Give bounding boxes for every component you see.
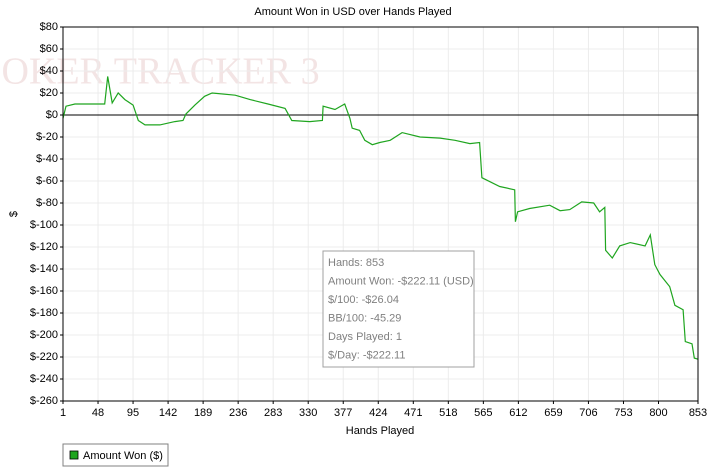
x-tick-label: 189: [194, 407, 212, 419]
info-line: $/Day: -$222.11: [328, 349, 405, 361]
legend-frame: [62, 443, 169, 467]
info-line: Hands: 853: [328, 257, 384, 269]
data-line: [62, 76, 699, 360]
y-tick-label: $-60: [36, 175, 58, 187]
x-tick-label: 48: [92, 407, 104, 419]
legend-swatch: [69, 450, 79, 460]
x-tick-label: 1: [60, 407, 66, 419]
y-tick-label: $20: [40, 87, 58, 99]
y-tick-label: $-160: [30, 285, 58, 297]
x-tick-label: 377: [334, 407, 352, 419]
y-tick-label: $-200: [30, 329, 58, 341]
info-line: Days Played: 1: [328, 331, 402, 343]
y-tick-label: $60: [40, 43, 58, 55]
x-tick-label: 330: [299, 407, 317, 419]
x-tick-label: 142: [159, 407, 177, 419]
x-tick-label: 565: [474, 407, 492, 419]
plot-frame: [62, 26, 699, 402]
x-tick-label: 706: [579, 407, 597, 419]
x-tick-label: 612: [509, 407, 527, 419]
x-axis-label: Hands Played: [346, 425, 415, 437]
watermark: POKER TRACKER 3: [0, 51, 320, 93]
x-tick-label: 853: [689, 407, 707, 419]
y-tick-label: $-100: [30, 219, 58, 231]
x-tick-label: 95: [127, 407, 139, 419]
legend: Amount Won ($): [62, 443, 169, 467]
y-tick-label: $0: [46, 109, 58, 121]
y-tick-label: $40: [40, 65, 58, 77]
x-tick-label: 236: [229, 407, 247, 419]
y-tick-label: $-180: [30, 307, 58, 319]
x-tick-label: 471: [404, 407, 422, 419]
x-tick-label: 659: [544, 407, 562, 419]
y-tick-label: $-40: [36, 153, 58, 165]
y-tick-label: $-260: [30, 395, 58, 407]
info-line: BB/100: -45.29: [328, 312, 401, 324]
info-box: Hands: 853 Amount Won: -$222.11 (USD) $/10…: [322, 250, 475, 368]
x-tick-label: 753: [614, 407, 632, 419]
chart-title: Amount Won in USD over Hands Played: [254, 6, 451, 18]
x-tick-label: 283: [264, 407, 282, 419]
y-tick-label: $-20: [36, 131, 58, 143]
y-tick-label: $-80: [36, 197, 58, 209]
y-tick-label: $-220: [30, 351, 58, 363]
x-tick-label: 800: [649, 407, 667, 419]
x-tick-label: 424: [369, 407, 387, 419]
y-tick-label: $80: [40, 21, 58, 33]
info-box-frame: [322, 250, 475, 368]
y-tick-label: $-140: [30, 263, 58, 275]
info-line: Amount Won: -$222.11 (USD): [328, 275, 474, 287]
info-line: $/100: -$26.04: [328, 294, 399, 306]
y-axis-label: $: [8, 211, 20, 217]
legend-label: Amount Won ($): [83, 450, 163, 462]
y-tick-label: $-240: [30, 373, 58, 385]
x-tick-label: 518: [439, 407, 457, 419]
y-tick-label: $-120: [30, 241, 58, 253]
